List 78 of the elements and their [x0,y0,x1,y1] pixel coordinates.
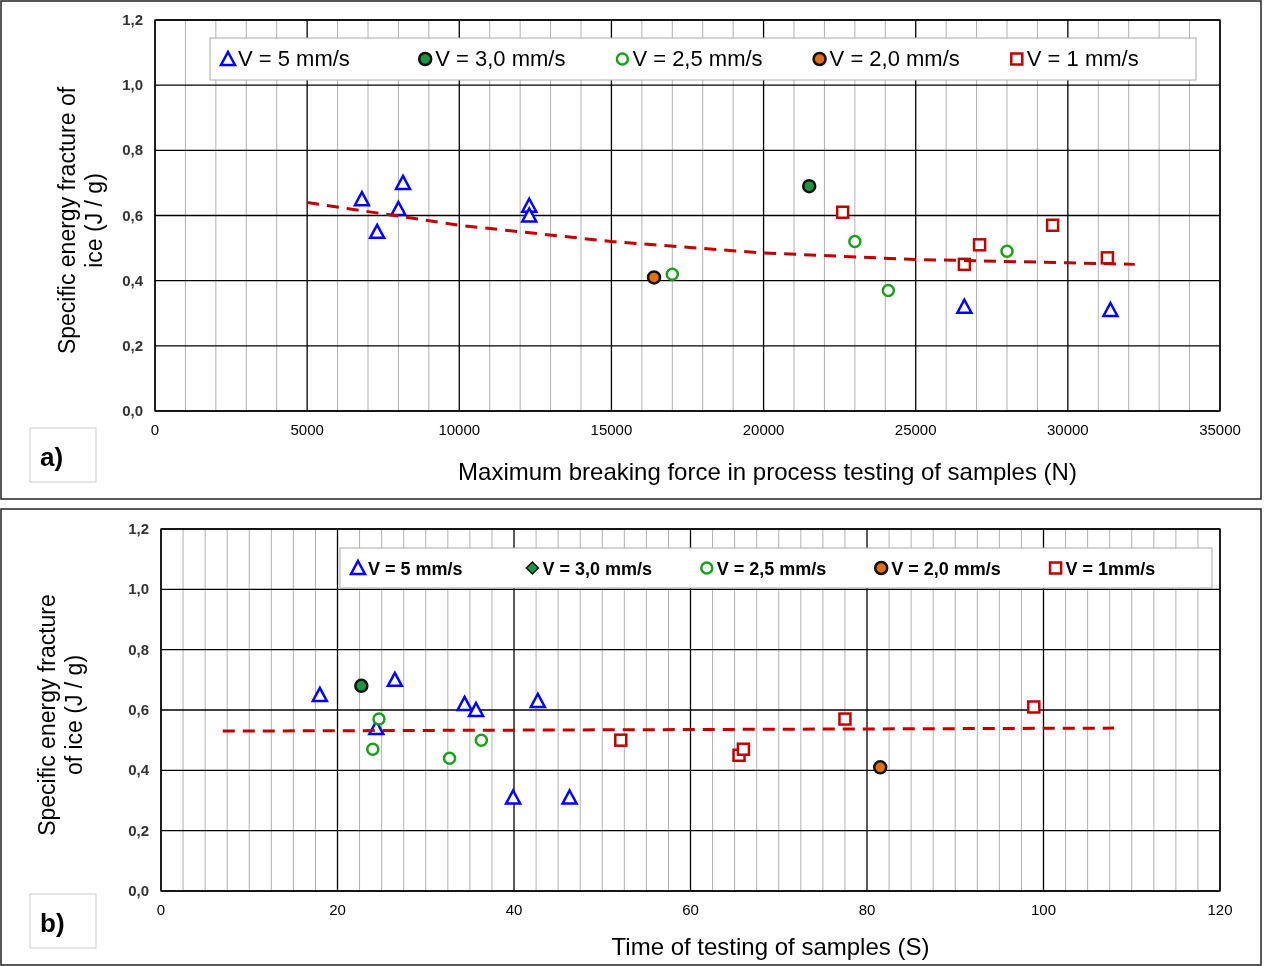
legend-label: V = 1mm/s [1065,559,1156,579]
point [801,178,817,194]
x-tick-label: 100 [1030,901,1057,918]
x-tick-label: 5000 [290,421,324,438]
point [614,733,628,747]
point [366,742,380,756]
point [848,234,862,249]
x-tick-label: 10000 [438,421,481,438]
y-tick-label: 0,2 [122,336,143,354]
x-tick-label: 20000 [742,421,785,438]
point [872,760,888,775]
point [736,742,751,756]
y-tick-label: 0,8 [122,141,143,159]
y-axis-title: Specific energy fracture of ice (J / g) [34,594,87,836]
point [646,270,662,285]
y-tick-label: 0,8 [128,640,149,658]
point [354,678,369,694]
x-tick-label: 60 [682,901,699,918]
legend-label: V = 5 mm/s [238,46,350,71]
point [835,205,850,219]
y-axis-title: Specific energy fracture of ice (J / g) [54,86,107,355]
x-tick-label: 0 [150,421,160,438]
text: b) [40,908,65,938]
point [972,238,987,252]
x-tick-label: 20 [329,901,346,918]
legend-label: V = 3,0 mm/s [435,46,566,71]
y-tick-label: 1,2 [122,11,143,28]
point [1102,301,1119,318]
point [390,200,407,217]
point [504,789,522,805]
legend-label: V = 5 mm/s [368,559,463,579]
text: a) [40,442,64,472]
x-tick-label: 80 [858,901,876,918]
legend-label: V = 2,0 mm/s [829,46,960,71]
x-axis-title: Time of testing of samples (S) [611,933,930,960]
point [456,695,473,712]
x-tick-label: 120 [1207,901,1233,918]
x-axis-title: Maximum breaking force in process testing of samples (N) [458,458,1077,485]
legend-label: V = 2,5 mm/s [632,46,763,71]
point [881,283,896,298]
x-tick-label: 30000 [1047,421,1089,438]
point [665,267,680,281]
legend-label: V = 2,0 mm/s [891,559,1001,579]
y-tick-label: 1,2 [128,520,149,537]
x-tick-label: 15000 [590,421,633,438]
point [467,701,485,718]
point [368,223,386,240]
legend-label: V = 2,5 mm/s [716,559,827,579]
point [1045,218,1060,233]
y-tick-label: 0,0 [122,402,143,419]
x-tick-label: 35000 [1199,421,1241,438]
legend-label: V = 1 mm/s [1026,46,1139,71]
point [311,686,329,703]
point [956,298,973,314]
x-tick-label: 40 [505,901,523,918]
point [521,207,538,223]
point [372,712,386,726]
y-tick-label: 1,0 [128,580,149,598]
point [838,712,852,726]
y-tick-label: 0,6 [128,701,149,718]
point [442,751,457,766]
legend-label: V = 3,0 mm/s [542,559,652,579]
point [1000,244,1014,259]
y-tick-label: 1,0 [122,76,143,94]
point [561,789,578,805]
y-tick-label: 0,4 [122,271,144,289]
y-tick-label: 0,6 [122,206,143,224]
x-tick-label: 0 [156,901,166,918]
point [394,174,412,191]
point [386,671,404,688]
point [1027,700,1041,714]
point [529,692,547,709]
point [474,733,489,747]
y-tick-label: 0,2 [128,821,149,839]
y-tick-label: 0,0 [128,882,149,899]
point [353,190,371,207]
y-tick-label: 0,4 [128,761,150,779]
x-tick-label: 25000 [894,421,937,438]
